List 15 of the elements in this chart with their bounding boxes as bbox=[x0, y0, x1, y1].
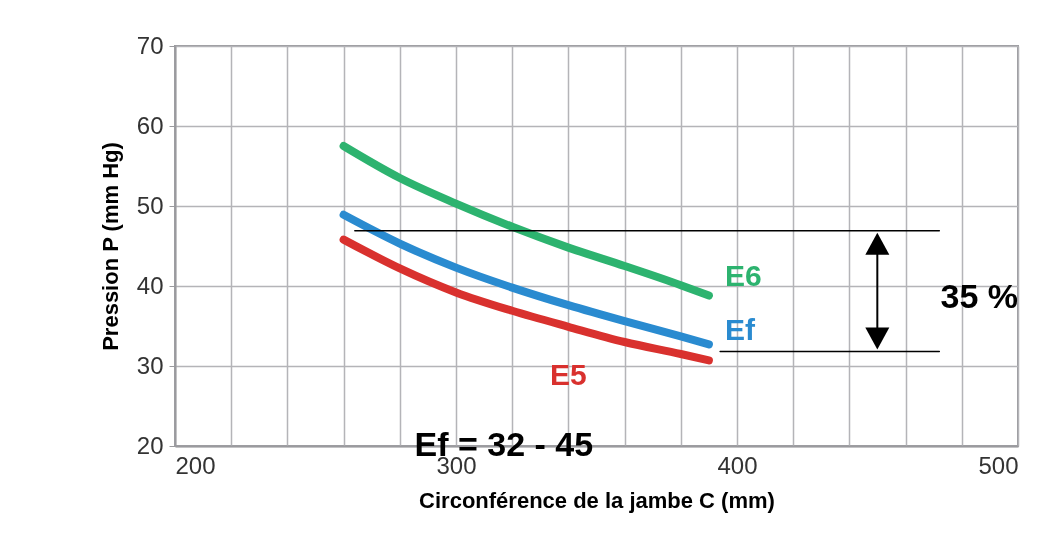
x-axis-title: Circonférence de la jambe C (mm) bbox=[419, 487, 775, 513]
series-label: E6 bbox=[724, 258, 762, 292]
y-tick-label: 40 bbox=[136, 271, 164, 299]
x-tick-label: 400 bbox=[717, 451, 758, 479]
y-axis-title: Pression P (mm Hg) bbox=[97, 142, 123, 351]
annotation: 35 % bbox=[940, 277, 1018, 315]
x-tick-label: 500 bbox=[978, 451, 1019, 479]
y-tick-label: 70 bbox=[136, 31, 164, 59]
x-tick-label: 200 bbox=[175, 451, 216, 479]
y-tick-label: 50 bbox=[136, 191, 164, 219]
series-label: Ef bbox=[724, 313, 756, 347]
y-tick-label: 30 bbox=[136, 351, 164, 379]
y-tick-label: 60 bbox=[136, 111, 164, 139]
series-label: E5 bbox=[550, 357, 587, 391]
y-tick-label: 20 bbox=[136, 431, 164, 459]
